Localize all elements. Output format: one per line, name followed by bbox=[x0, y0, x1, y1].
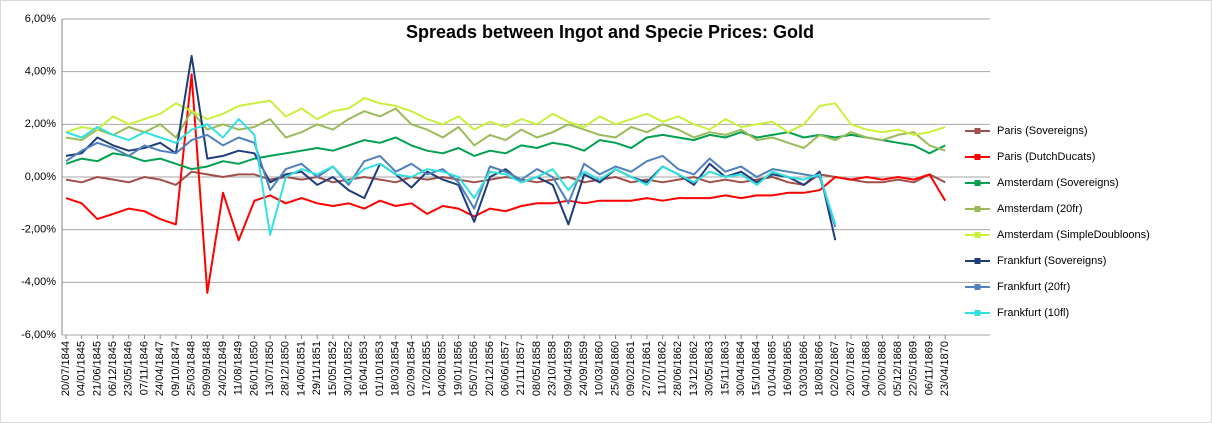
x-tick-label: 09/02/1861 bbox=[625, 341, 637, 396]
legend-label: Amsterdam (20fr) bbox=[997, 203, 1083, 215]
legend-label: Frankfurt (Sovereigns) bbox=[997, 255, 1106, 267]
x-tick-label: 14/06/1851 bbox=[295, 341, 307, 396]
x-tick-label: 29/11/1851 bbox=[311, 341, 323, 395]
x-tick-label: 22/05/1869 bbox=[908, 341, 920, 396]
x-tick-label: 30/10/1852 bbox=[343, 341, 355, 396]
chart-title: Spreads between Ingot and Specie Prices:… bbox=[406, 22, 814, 42]
legend-label: Amsterdam (SimpleDoubloons) bbox=[997, 229, 1150, 241]
y-tick-label: 2,00% bbox=[25, 118, 56, 130]
legend-item: Amsterdam (20fr) bbox=[965, 203, 1083, 215]
x-tick-label: 07/11/1846 bbox=[138, 341, 150, 395]
x-tick-label: 11/08/1849 bbox=[233, 341, 245, 395]
x-tick-label: 23/04/1870 bbox=[939, 341, 951, 396]
x-tick-label: 30/04/1864 bbox=[735, 341, 747, 396]
series-line bbox=[65, 131, 946, 171]
legend-label: Frankfurt (20fr) bbox=[997, 281, 1070, 293]
y-tick-label: 0,00% bbox=[25, 171, 56, 183]
series-line bbox=[65, 133, 837, 228]
series-line bbox=[65, 118, 837, 236]
legend-item: Frankfurt (10fl) bbox=[965, 307, 1069, 319]
series-line bbox=[65, 97, 946, 136]
y-tick-label: -6,00% bbox=[21, 329, 56, 341]
x-tick-label: 06/06/1857 bbox=[500, 341, 512, 396]
legend-marker bbox=[974, 258, 981, 264]
y-tick-label: -2,00% bbox=[21, 224, 56, 236]
x-tick-label: 04/01/1868 bbox=[861, 341, 873, 396]
x-tick-label: 16/09/1865 bbox=[782, 341, 794, 396]
x-tick-label: 13/12/1862 bbox=[688, 341, 700, 396]
legend-item: Amsterdam (Sovereigns) bbox=[965, 177, 1119, 189]
legend-item: Paris (DutchDucats) bbox=[965, 151, 1095, 163]
x-tick-label: 05/12/1868 bbox=[892, 341, 904, 396]
legend-item: Paris (Sovereigns) bbox=[965, 125, 1087, 137]
x-tick-label: 15/05/1852 bbox=[327, 341, 339, 396]
legend-item: Frankfurt (Sovereigns) bbox=[965, 255, 1106, 267]
legend-marker bbox=[974, 284, 981, 290]
x-tick-label: 27/07/1861 bbox=[641, 341, 653, 396]
legend-label: Paris (DutchDucats) bbox=[997, 151, 1095, 163]
x-tick-label: 06/11/1869 bbox=[923, 341, 935, 395]
x-tick-label: 24/09/1859 bbox=[578, 341, 590, 396]
series-line bbox=[65, 54, 837, 241]
x-tick-label: 20/07/1867 bbox=[845, 341, 857, 396]
legend-label: Paris (Sovereigns) bbox=[997, 125, 1087, 137]
x-tick-label: 25/08/1860 bbox=[609, 341, 621, 396]
x-tick-label: 21/11/1857 bbox=[515, 341, 527, 395]
legend-label: Amsterdam (Sovereigns) bbox=[997, 177, 1119, 189]
x-tick-label: 24/02/1849 bbox=[217, 341, 229, 396]
x-tick-label: 01/04/1865 bbox=[766, 341, 778, 396]
x-tick-label: 18/08/1866 bbox=[814, 341, 826, 396]
x-tick-label: 09/04/1859 bbox=[562, 341, 574, 396]
x-tick-label: 02/02/1867 bbox=[829, 341, 841, 396]
x-tick-label: 30/05/1863 bbox=[704, 341, 716, 396]
x-tick-label: 03/03/1866 bbox=[798, 341, 810, 396]
series-line bbox=[65, 73, 947, 294]
x-tick-label: 20/07/1844 bbox=[60, 341, 72, 396]
legend-marker bbox=[974, 310, 981, 316]
legend-item: Frankfurt (20fr) bbox=[965, 281, 1070, 293]
x-tick-label: 18/03/1854 bbox=[390, 341, 402, 396]
legend-marker bbox=[974, 128, 981, 134]
x-tick-label: 08/05/1858 bbox=[531, 341, 543, 396]
x-tick-label: 23/10/1858 bbox=[547, 341, 559, 396]
x-tick-label: 04/08/1855 bbox=[437, 341, 449, 396]
x-tick-label: 25/03/1848 bbox=[186, 341, 198, 396]
legend-marker bbox=[974, 180, 981, 186]
x-tick-label: 28/06/1862 bbox=[672, 341, 684, 396]
x-tick-label: 15/10/1864 bbox=[751, 341, 763, 396]
y-tick-label: -4,00% bbox=[21, 276, 56, 288]
x-tick-label: 23/05/1846 bbox=[123, 341, 135, 396]
x-tick-label: 16/04/1853 bbox=[358, 341, 370, 396]
x-tick-label: 21/06/1845 bbox=[91, 341, 103, 396]
x-tick-label: 09/10/1847 bbox=[170, 341, 182, 396]
x-tick-label: 13/07/1850 bbox=[264, 341, 276, 396]
legend-marker bbox=[974, 232, 981, 238]
x-tick-label: 15/11/1863 bbox=[719, 341, 731, 395]
x-tick-label: 24/04/1847 bbox=[154, 341, 166, 396]
y-tick-label: 6,00% bbox=[25, 13, 56, 25]
x-tick-label: 06/12/1845 bbox=[107, 341, 119, 396]
x-tick-label: 19/01/1856 bbox=[452, 341, 464, 396]
series-line bbox=[65, 170, 946, 186]
legend-marker bbox=[974, 206, 981, 212]
x-tick-label: 02/09/1854 bbox=[405, 341, 417, 396]
x-tick-label: 20/06/1868 bbox=[876, 341, 888, 396]
x-tick-label: 04/01/1845 bbox=[76, 341, 88, 396]
legend-marker bbox=[974, 154, 981, 160]
x-tick-label: 26/01/1850 bbox=[248, 341, 260, 396]
legend-item: Amsterdam (SimpleDoubloons) bbox=[965, 229, 1150, 241]
x-tick-label: 17/02/1855 bbox=[421, 341, 433, 396]
x-tick-label: 20/12/1856 bbox=[484, 341, 496, 396]
x-tick-label: 11/01/1862 bbox=[657, 341, 669, 395]
y-tick-label: 4,00% bbox=[25, 66, 56, 78]
x-tick-label: 05/07/1856 bbox=[468, 341, 480, 396]
x-tick-label: 28/12/1850 bbox=[280, 341, 292, 396]
x-tick-label: 10/03/1860 bbox=[594, 341, 606, 396]
x-tick-label: 01/10/1853 bbox=[374, 341, 386, 396]
legend-label: Frankfurt (10fl) bbox=[997, 307, 1069, 319]
x-tick-label: 09/09/1848 bbox=[201, 341, 213, 396]
